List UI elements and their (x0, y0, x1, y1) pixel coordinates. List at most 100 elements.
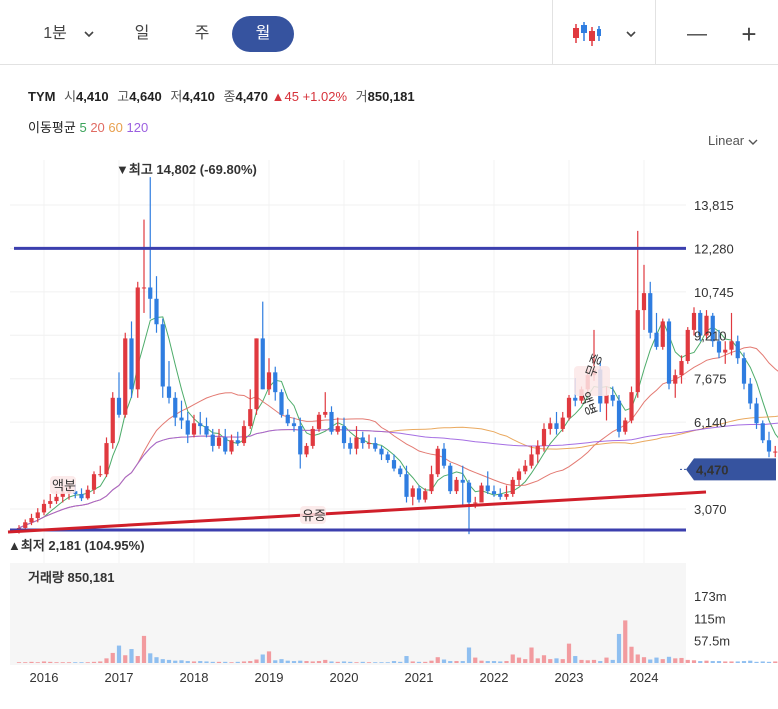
candle-body (679, 361, 684, 376)
candle-body (360, 437, 365, 444)
candle-body (204, 426, 209, 435)
candle-body (410, 488, 415, 497)
candle-body (79, 494, 84, 499)
y-axis-tick-label: 9,210 (694, 328, 727, 343)
volume-bar (448, 661, 453, 663)
ma-120: 120 (126, 120, 149, 135)
timeframe-week[interactable]: 주 (180, 16, 224, 52)
close-label: 종 (223, 89, 236, 104)
moving-average-legend[interactable]: 이동평균 5 20 60 120 (28, 117, 148, 136)
change-value: ▲45 (271, 89, 299, 104)
candle-body (398, 468, 403, 475)
candle-body (41, 503, 47, 513)
candle-body (560, 417, 565, 429)
volume-bar (66, 662, 72, 663)
volume-bar (535, 658, 540, 663)
x-axis-tick-label: 2016 (30, 670, 59, 685)
candle-body (498, 494, 503, 497)
candle-body (29, 518, 34, 523)
volume-bar (35, 662, 40, 663)
candle-body (129, 338, 134, 390)
low-value: 4,410 (182, 89, 215, 104)
candle-body (441, 448, 447, 466)
volume-bar (666, 656, 672, 663)
candle-body (760, 423, 765, 441)
volume-bar (560, 659, 565, 663)
volume-bar (354, 662, 359, 663)
candle-body (416, 488, 422, 500)
timeframe-1min-label: 1분 (43, 25, 67, 42)
volume-bar (623, 620, 628, 663)
x-axis-tick-label: 2021 (405, 670, 434, 685)
volume-bar (310, 661, 315, 663)
candle-body (123, 338, 128, 415)
candle-body (648, 293, 653, 333)
volume-bar (510, 654, 515, 663)
candlestick-chart-icon[interactable] (566, 16, 606, 52)
timeframe-1min[interactable]: 1분 (30, 16, 80, 52)
candle-body (48, 501, 53, 504)
candle-body (385, 454, 390, 461)
volume-bar (485, 661, 490, 663)
volume-bar (41, 661, 47, 663)
zoom-in-button[interactable]: + (732, 16, 766, 52)
high-value: 4,640 (129, 89, 162, 104)
candle-body (235, 440, 240, 444)
volume-pane-background (10, 563, 686, 665)
candle-body (154, 298, 159, 325)
volume-bar (748, 660, 753, 663)
scale-mode-toggle[interactable]: Linear (708, 133, 758, 148)
volume-bar (529, 647, 534, 663)
volume-bar (254, 659, 259, 663)
candle-body (348, 443, 353, 449)
chart-type-chevron-down-icon[interactable] (620, 16, 642, 52)
candle-body (460, 479, 465, 483)
volume-bar (23, 662, 28, 663)
current-price-label: 4,470 (696, 462, 729, 477)
volume-bar (54, 662, 59, 663)
volume-bar (741, 661, 747, 663)
volume-bar (504, 661, 509, 663)
volume-bar (635, 654, 640, 663)
candle-body (135, 287, 140, 390)
volume-bar (73, 662, 78, 663)
volume-bar (129, 649, 134, 663)
candle-body (260, 338, 265, 390)
timeframe-day[interactable]: 일 (120, 16, 164, 52)
volume-bar (98, 661, 103, 663)
candle-body (466, 482, 472, 503)
candle-body (748, 383, 753, 404)
candle-body (754, 403, 759, 424)
candle-body (216, 437, 222, 446)
chevron-down-icon[interactable] (78, 16, 100, 52)
volume-bar (79, 662, 84, 663)
candle-body (548, 423, 553, 429)
candle-body (773, 451, 778, 453)
volume-bar (198, 661, 203, 663)
volume-bar (335, 661, 340, 663)
volume-bar (566, 643, 572, 663)
volume-bar (641, 657, 647, 663)
minus-icon: — (687, 23, 707, 45)
low-marker-label: ▲최저 2,181 (104.95%) (8, 538, 145, 553)
volume-bar (379, 662, 384, 663)
volume-bar (316, 661, 322, 663)
toolbar-divider (655, 0, 656, 64)
candle-body (279, 392, 284, 415)
zoom-out-button[interactable]: — (680, 16, 714, 52)
annotation-label: 액분 (52, 478, 76, 493)
volume-bar (116, 645, 122, 663)
volume-bar (135, 656, 140, 663)
candle-body (54, 496, 59, 502)
timeframe-month-label: 월 (255, 25, 271, 42)
candle-body (141, 287, 147, 289)
high-marker-label: ▼최고 14,802 (-69.80%) (116, 162, 257, 177)
volume-bar (266, 651, 272, 663)
candle-body (241, 426, 247, 444)
candle-body (73, 491, 78, 495)
volume-label: 거 (355, 89, 368, 104)
candle-body (704, 315, 709, 336)
timeframe-month[interactable]: 월 (232, 16, 294, 52)
y-axis-tick-label: 7,675 (694, 372, 727, 387)
